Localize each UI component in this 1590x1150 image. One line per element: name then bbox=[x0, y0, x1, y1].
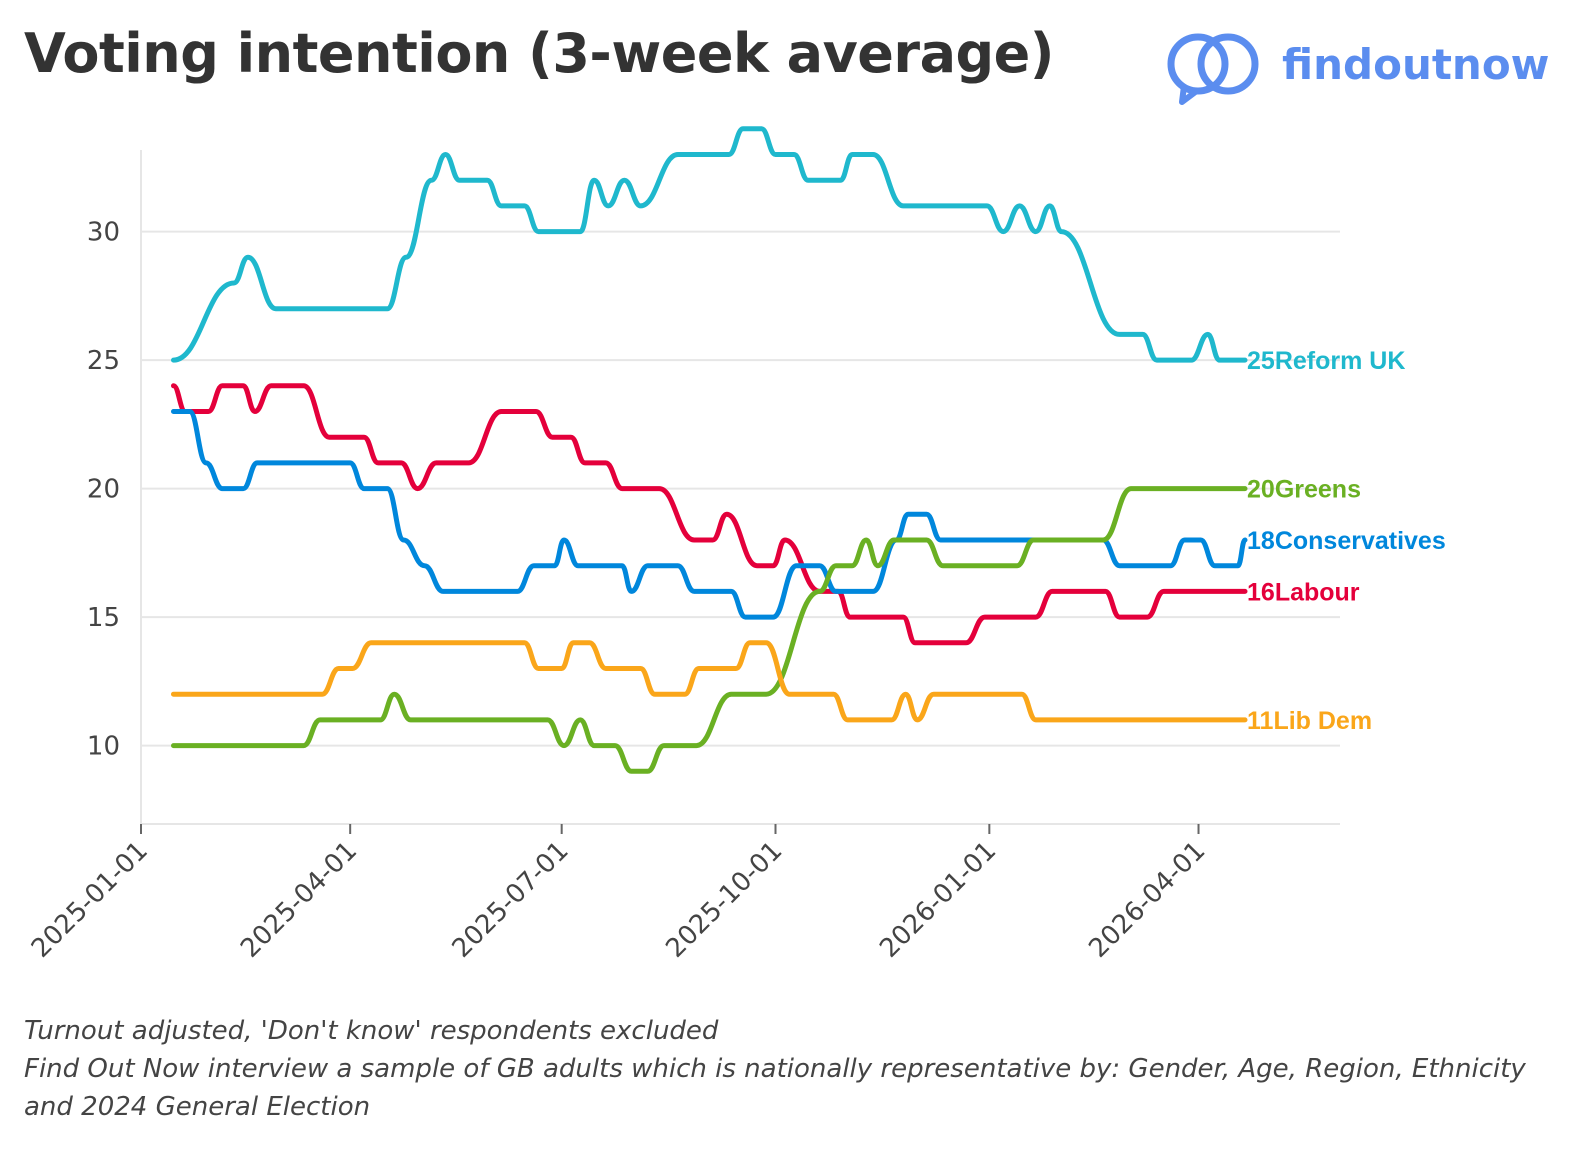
y-tick-label: 30 bbox=[87, 218, 120, 248]
series-name: Greens bbox=[1275, 476, 1361, 504]
series-line-lib-dem bbox=[171, 640, 1248, 723]
x-tick-label: 2025-07-01 bbox=[447, 836, 575, 964]
series-name: Conservatives bbox=[1275, 527, 1446, 555]
end-label-lib-dem: 11Lib Dem bbox=[1247, 707, 1372, 735]
series-line-greens bbox=[171, 486, 1248, 774]
chart-notes: Turnout adjusted, 'Don't know' responden… bbox=[24, 1012, 1526, 1126]
y-tick-label: 25 bbox=[87, 346, 120, 376]
chart-title: Voting intention (3-week average) bbox=[24, 22, 1054, 85]
end-labels: 25Reform UK16Labour18Conservatives20Gree… bbox=[1247, 347, 1446, 735]
line-chart: 10 15 20 25 30 2025-01-01 2025-04-01 2025-07-01… bbox=[26, 126, 1446, 964]
end-label-conservatives: 18Conservatives bbox=[1247, 527, 1446, 555]
interlocking-rings-icon bbox=[1167, 33, 1259, 105]
y-tick-label: 20 bbox=[87, 475, 120, 505]
y-tick-label: 10 bbox=[87, 732, 120, 762]
end-value: 25 bbox=[1247, 347, 1275, 375]
findoutnow-logo[interactable]: findoutnow bbox=[1160, 28, 1560, 108]
end-label-reform-uk: 25Reform UK bbox=[1247, 347, 1405, 375]
x-tick-label: 2025-04-01 bbox=[235, 836, 363, 964]
end-value: 11 bbox=[1247, 707, 1274, 735]
series-line-reform-uk bbox=[171, 126, 1248, 363]
series-layer bbox=[171, 126, 1248, 774]
series-name: Lib Dem bbox=[1273, 707, 1372, 735]
x-tick-label: 2025-10-01 bbox=[660, 836, 788, 964]
series-name: Reform UK bbox=[1275, 347, 1406, 375]
axes: 10 15 20 25 30 2025-01-01 2025-04-01 2025-07-01… bbox=[26, 150, 1340, 964]
x-tick-label: 2025-01-01 bbox=[26, 836, 154, 964]
end-label-greens: 20Greens bbox=[1247, 476, 1361, 504]
y-tick-label: 15 bbox=[87, 603, 120, 633]
series-name: Labour bbox=[1275, 578, 1360, 606]
end-value: 18 bbox=[1247, 527, 1275, 555]
note-line-1: Turnout adjusted, 'Don't know' responden… bbox=[24, 1016, 719, 1046]
note-line-2: Find Out Now interview a sample of GB ad… bbox=[24, 1054, 1526, 1084]
series-line-conservatives bbox=[171, 409, 1248, 620]
x-tick-label: 2026-04-01 bbox=[1083, 836, 1211, 964]
note-line-3: and 2024 General Election bbox=[24, 1092, 371, 1122]
end-value: 16 bbox=[1247, 578, 1275, 606]
end-value: 20 bbox=[1247, 476, 1275, 504]
end-label-labour: 16Labour bbox=[1247, 578, 1360, 606]
logo-text: findoutnow bbox=[1282, 40, 1550, 89]
series-line-labour bbox=[171, 383, 1248, 646]
x-tick-label: 2026-01-01 bbox=[874, 836, 1002, 964]
